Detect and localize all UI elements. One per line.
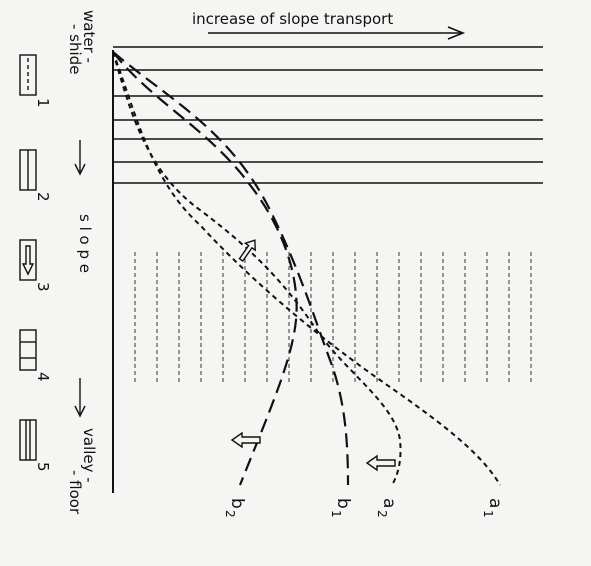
arrow-down-icon: [21, 245, 35, 276]
curve-label-a2: a: [379, 498, 399, 508]
legend-item-5: 5: [19, 419, 52, 472]
transport-arrow-head: [447, 26, 466, 40]
legend-key-3: 3: [34, 282, 52, 292]
axis-middle: s l o p e: [76, 214, 94, 273]
curve-b1: [112, 51, 350, 486]
curve-b2: [112, 51, 298, 486]
legend-item-1: 1: [19, 54, 52, 108]
hollow-arrows: [230, 239, 396, 472]
curve-a2: [112, 51, 402, 486]
legend-key-2: 2: [34, 192, 52, 202]
curves: [112, 51, 501, 486]
curve-label-b2: b: [227, 498, 247, 509]
axis-top-line1: water -: [80, 10, 98, 63]
legend-item-4: 4: [19, 329, 52, 382]
curve-label-a2-sub: 2: [375, 510, 389, 518]
legend-key-4: 4: [34, 372, 52, 382]
curve-label-b1: b: [333, 498, 353, 509]
transport-direction: increase of slope transport: [192, 10, 466, 40]
curve-label-b1-sub: 1: [329, 510, 343, 518]
legend-item-2: 2: [19, 149, 52, 202]
vertical-dashed-band: [134, 252, 532, 382]
axis-bottom-line2: - floor: [66, 470, 84, 515]
arrow-left-icon-2: [365, 454, 396, 472]
axis-labels: water - - shide s l o p e valley - - flo…: [66, 10, 98, 515]
curve-label-b2-sub: 2: [223, 510, 237, 518]
legend-key-1: 1: [34, 98, 52, 108]
curve-label-a1-sub: 1: [481, 510, 495, 518]
down-arrow-2-head: [74, 405, 86, 418]
arrow-up-right-icon: [238, 239, 256, 262]
axis-bottom-line1: valley -: [80, 428, 98, 483]
arrow-left-icon: [230, 431, 261, 449]
curve-labels: b 2 b 1 a 2 a 1: [223, 498, 505, 518]
curve-label-a1: a: [485, 498, 505, 508]
down-arrow-1-head: [74, 163, 86, 176]
horizontal-band: [113, 46, 543, 184]
curve-a1: [112, 51, 501, 486]
top-label: increase of slope transport: [192, 10, 393, 28]
axis-top-line2: - shide: [66, 24, 84, 74]
legend-item-3: 3: [19, 239, 52, 292]
legend: 1 2 3 4 5: [19, 54, 52, 472]
legend-key-5: 5: [34, 462, 52, 472]
